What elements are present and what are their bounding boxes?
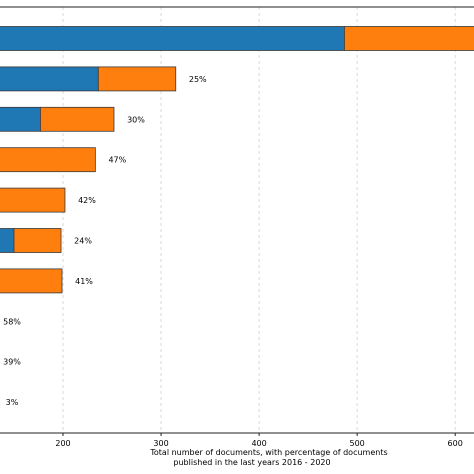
bar-segment-older (0, 106, 41, 132)
percent-label: 42% (78, 196, 96, 205)
bar-segment-recent (344, 26, 474, 51)
bar-segment-recent (0, 268, 63, 294)
percent-labels-group: 25% 30% 47% 42% 24% 41% 58% 39% 3% (3, 75, 207, 407)
percent-label: 25% (189, 75, 207, 84)
bar-segment-older (0, 26, 345, 51)
x-axis-title-line-1: Total number of documents, with percenta… (149, 448, 387, 457)
x-axis-title-line-2: published in the last years 2016 - 2020 (173, 458, 330, 467)
x-tick-label: 300 (153, 439, 168, 448)
bar-segment-recent (13, 228, 62, 253)
x-tick-label: 400 (251, 439, 266, 448)
x-tick-label: 200 (55, 439, 70, 448)
bar-segment-recent (40, 106, 115, 132)
grid-lines (62, 7, 456, 433)
bar-segment-recent (0, 147, 96, 173)
x-ticks-group: 200 300 400 500 600 (55, 433, 463, 448)
bars-group (0, 26, 474, 294)
percent-label: 30% (127, 115, 145, 124)
percent-label: 39% (3, 358, 21, 367)
bar-segment-older (0, 228, 15, 253)
x-tick-label: 600 (448, 439, 463, 448)
percent-label: 41% (75, 277, 93, 286)
bar-segment-older (0, 66, 99, 92)
bar-segment-recent (0, 187, 66, 213)
bar-segment-recent (97, 66, 177, 92)
x-tick-label: 500 (350, 439, 365, 448)
percent-label: 47% (108, 156, 126, 165)
percent-label: 24% (74, 237, 92, 246)
percent-label: 3% (6, 398, 19, 407)
percent-label: 58% (3, 317, 21, 326)
